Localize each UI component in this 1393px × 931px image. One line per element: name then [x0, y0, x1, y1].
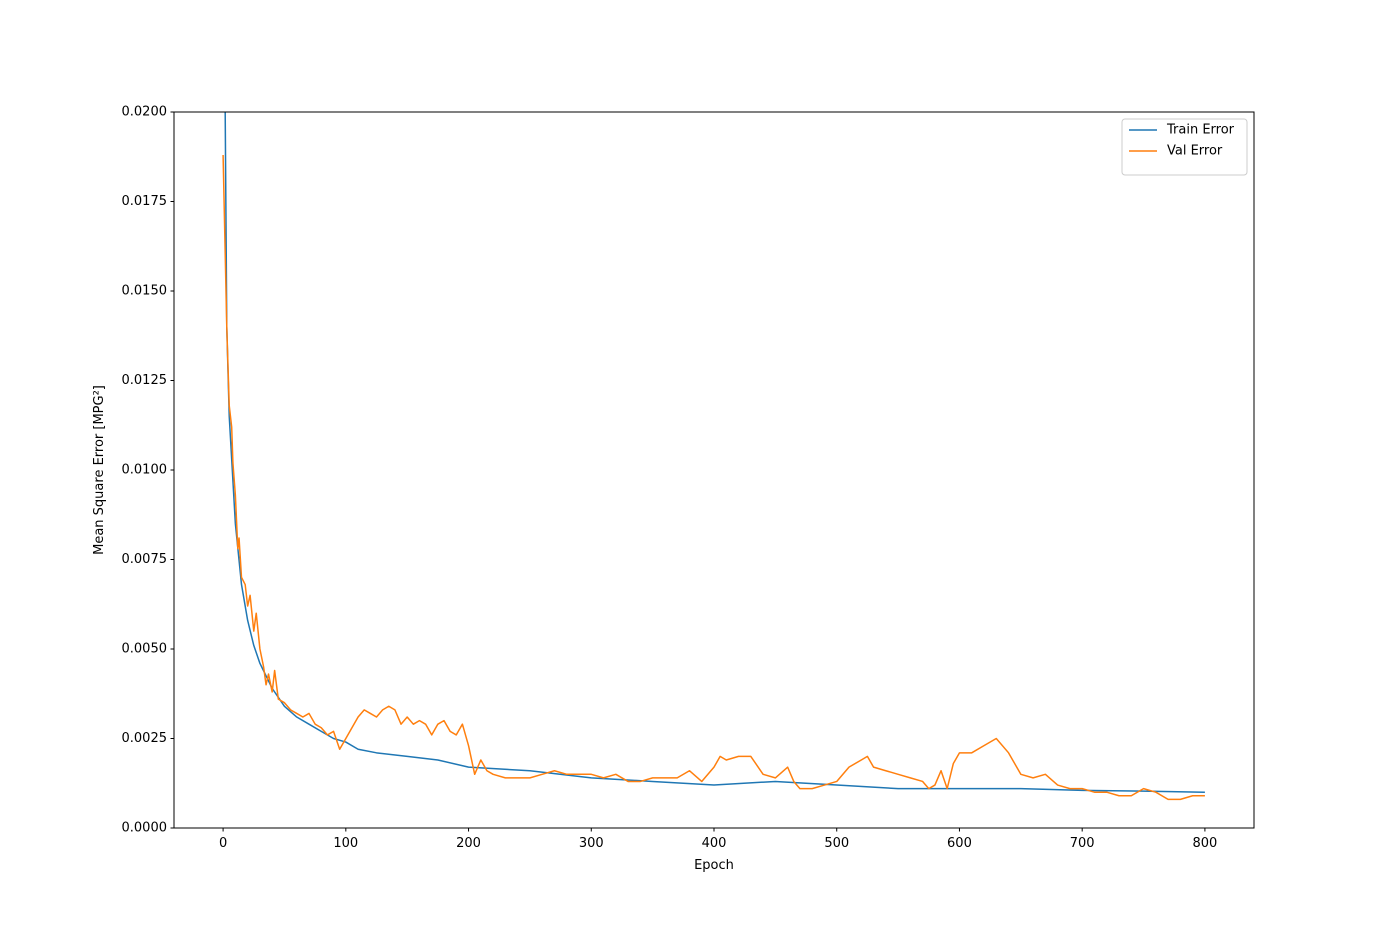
plot-frame [173, 111, 1255, 829]
legend-label: Val Error [1167, 144, 1223, 159]
y-tick-label: 0.0200 [122, 105, 168, 120]
series-line [224, 112, 1205, 793]
y-tick-label: 0.0175 [122, 194, 168, 209]
y-tick-label: 0.0000 [122, 821, 168, 836]
x-tick-label: 800 [1192, 836, 1217, 851]
legend-label: Train Error [1166, 123, 1235, 138]
y-axis-label: Mean Square Error [MPG²] [92, 385, 107, 555]
x-tick-label: 500 [824, 836, 849, 851]
x-tick-label: 100 [333, 836, 358, 851]
y-tick-label: 0.0100 [122, 463, 168, 478]
y-tick-label: 0.0075 [122, 552, 168, 567]
x-tick-label: 600 [947, 836, 972, 851]
y-tick-label: 0.0150 [122, 284, 168, 299]
x-tick-label: 0 [219, 836, 227, 851]
series-line [222, 154, 1205, 801]
y-tick-label: 0.0125 [122, 373, 168, 388]
plot-area [222, 112, 1205, 801]
x-tick-label: 400 [702, 836, 727, 851]
y-tick-label: 0.0025 [122, 731, 168, 746]
x-tick-label: 300 [579, 836, 604, 851]
legend-box [1121, 118, 1248, 176]
y-tick-label: 0.0050 [122, 642, 168, 657]
x-tick-label: 200 [456, 836, 481, 851]
x-tick-label: 700 [1070, 836, 1095, 851]
x-axis-label: Epoch [694, 858, 734, 873]
